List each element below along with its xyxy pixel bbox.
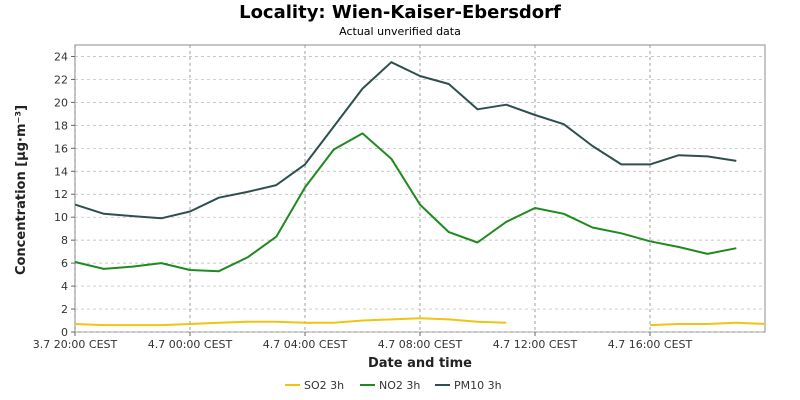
- x-tick-label: 4.7 16:00 CEST: [608, 338, 693, 351]
- series-no2-3h: [74, 132, 737, 273]
- legend-label: PM10 3h: [454, 379, 502, 392]
- y-tick-label: 22: [54, 73, 68, 86]
- y-tick-label: 6: [61, 257, 68, 270]
- legend-item: NO2 3h: [360, 379, 420, 392]
- y-tick-label: 12: [54, 188, 68, 201]
- y-tick-label: 20: [54, 96, 68, 109]
- series-pm10-3h: [74, 61, 737, 220]
- x-tick-label: 4.7 04:00 CEST: [263, 338, 348, 351]
- series-line: [74, 317, 507, 327]
- y-tick-label: 0: [61, 326, 68, 339]
- y-tick-label: 24: [54, 50, 68, 63]
- x-tick-label: 4.7 08:00 CEST: [378, 338, 463, 351]
- y-tick-label: 16: [54, 142, 68, 155]
- series-line: [649, 321, 766, 327]
- x-tick-label: 4.7 00:00 CEST: [148, 338, 233, 351]
- y-tick-label: 2: [61, 303, 68, 316]
- y-tick-label: 14: [54, 165, 68, 178]
- plot-area: [74, 44, 766, 333]
- y-tick-label: 4: [61, 280, 68, 293]
- series-line: [74, 132, 737, 273]
- grid: [74, 45, 765, 333]
- legend-item: PM10 3h: [435, 379, 502, 392]
- x-axis-label: Date and time: [368, 356, 472, 371]
- x-tick-label: 4.7 12:00 CEST: [493, 338, 578, 351]
- y-tick-label: 10: [54, 211, 68, 224]
- chart-subtitle: Actual unverified data: [339, 25, 461, 38]
- y-axis-label: Concentration [µg·m⁻³]: [14, 105, 29, 275]
- series-so2-3h: [74, 317, 766, 327]
- chart-title: Locality: Wien-Kaiser-Ebersdorf: [239, 2, 561, 23]
- legend: SO2 3h NO2 3h PM10 3h: [285, 379, 502, 392]
- x-tick-label: 3.7 20:00 CEST: [33, 338, 118, 351]
- series-line: [74, 61, 737, 220]
- y-tick-label: 18: [54, 119, 68, 132]
- series-layer: [74, 61, 766, 327]
- plot-frame: [74, 44, 766, 333]
- legend-label: NO2 3h: [379, 379, 420, 392]
- y-tick-label: 8: [61, 234, 68, 247]
- legend-label: SO2 3h: [304, 379, 344, 392]
- legend-item: SO2 3h: [285, 379, 344, 392]
